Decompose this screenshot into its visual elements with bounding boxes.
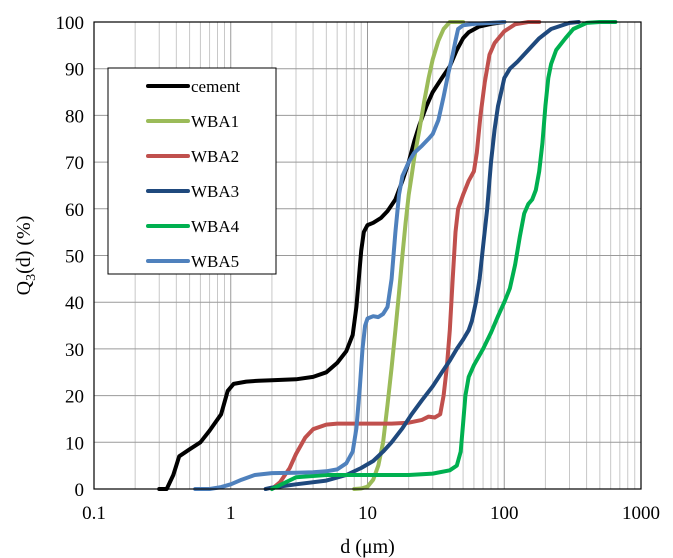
- series-line-wba1: [352, 20, 466, 491]
- series-line-wba3: [263, 20, 581, 491]
- y-tick-label: 90: [65, 60, 84, 81]
- legend-label: cement: [191, 77, 240, 96]
- x-tick-label: 1: [226, 503, 236, 524]
- tick-labels: 0.1 1 10 100 1000 0 10 20 30 40 50 60 70 80 90 100: [56, 13, 661, 524]
- y-tick-label: 60: [65, 200, 84, 221]
- y-axis-label: Q3(d) (%): [13, 216, 39, 296]
- x-axis-label: d (μm): [340, 536, 395, 558]
- series-line-wba5: [193, 20, 507, 491]
- x-tick-label: 10: [358, 503, 377, 524]
- legend-label: WBA3: [191, 182, 239, 201]
- y-tick-label: 40: [65, 293, 84, 314]
- y-tick-label: 70: [65, 153, 84, 174]
- x-tick-label: 100: [490, 503, 519, 524]
- series-line-wba4: [269, 20, 618, 491]
- y-tick-label: 20: [65, 387, 84, 408]
- series-layer: [157, 20, 618, 491]
- y-tick-label: 10: [65, 433, 84, 454]
- y-tick-label: 50: [65, 247, 84, 268]
- legend-label: WBA4: [191, 217, 240, 236]
- legend-label: WBA2: [191, 147, 239, 166]
- legend-label: WBA5: [191, 252, 239, 271]
- legend: cement WBA1 WBA2 WBA3 WBA4 WBA5: [107, 67, 277, 275]
- legend-label: WBA1: [191, 112, 239, 131]
- y-tick-label: 100: [56, 13, 85, 34]
- x-tick-label: 1000: [622, 503, 660, 524]
- x-tick-label: 0.1: [82, 503, 106, 524]
- series-line-cement: [157, 20, 507, 491]
- y-tick-label: 30: [65, 340, 84, 361]
- legend-box: [107, 67, 277, 275]
- series-line-wba2: [269, 20, 542, 491]
- y-tick-label: 80: [65, 106, 84, 127]
- y-tick-label: 0: [75, 480, 85, 501]
- plot-frame: [93, 21, 642, 490]
